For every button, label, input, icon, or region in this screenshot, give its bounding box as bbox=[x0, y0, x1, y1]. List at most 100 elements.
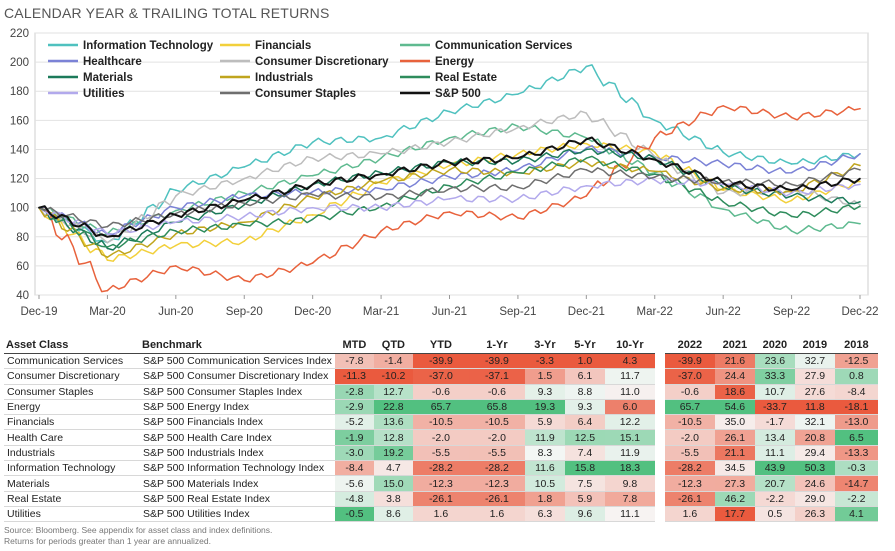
series-point bbox=[106, 233, 109, 235]
series-point bbox=[653, 176, 656, 178]
return-cell: 15.0 bbox=[373, 475, 413, 492]
table-row: Health Care S&P 500 Health Care Index -1.9… bbox=[4, 429, 878, 446]
series-point bbox=[175, 265, 177, 267]
series-point bbox=[517, 169, 519, 171]
asset-class-cell: Financials bbox=[4, 414, 140, 431]
return-cell: 7.4 bbox=[564, 445, 605, 462]
series-point bbox=[106, 225, 109, 228]
series-point bbox=[517, 171, 519, 174]
series-point bbox=[311, 218, 314, 221]
header-gap bbox=[654, 337, 665, 354]
return-cell: 11.9 bbox=[524, 429, 565, 446]
year-return-cell: 27.3 bbox=[714, 475, 755, 492]
legend-item: Information Technology bbox=[48, 40, 214, 52]
series-point bbox=[859, 177, 861, 180]
return-cell: 11.6 bbox=[524, 460, 565, 477]
x-tick-label: Dec-21 bbox=[568, 306, 605, 318]
series-point bbox=[585, 138, 588, 141]
return-cell: -12.3 bbox=[412, 475, 469, 492]
gap-cell bbox=[654, 491, 665, 507]
table-row: Energy S&P 500 Energy Index -2.9 22.8 65.7 65… bbox=[4, 399, 878, 416]
x-tick-label: Sep-21 bbox=[499, 306, 536, 318]
year-return-cell: 11.1 bbox=[754, 445, 795, 462]
series-point bbox=[722, 192, 724, 194]
series-point bbox=[585, 147, 588, 149]
return-cell: 13.6 bbox=[373, 414, 413, 431]
gap-cell bbox=[654, 399, 665, 415]
year-return-cell: 27.6 bbox=[794, 384, 835, 400]
series-point bbox=[175, 209, 177, 212]
table-row: Materials S&P 500 Materials Index -5.6 15.0… bbox=[4, 475, 878, 492]
series-point bbox=[448, 161, 451, 164]
year-return-cell: -2.0 bbox=[664, 429, 715, 446]
x-tick-label: Jun-20 bbox=[158, 306, 193, 318]
series-point bbox=[859, 107, 861, 110]
series-point bbox=[175, 244, 177, 247]
year-return-cell: -37.0 bbox=[664, 368, 715, 385]
series-point bbox=[859, 153, 861, 155]
return-cell: 3.8 bbox=[373, 491, 413, 507]
series-point bbox=[722, 163, 724, 165]
return-cell: -3.0 bbox=[334, 445, 374, 462]
return-cell: -12.3 bbox=[468, 475, 525, 492]
return-cell: 9.3 bbox=[564, 399, 605, 416]
gap-cell bbox=[654, 414, 665, 430]
table-row: Industrials S&P 500 Industrials Index -3.0… bbox=[4, 445, 878, 462]
series-point bbox=[859, 201, 861, 203]
series-point bbox=[653, 151, 656, 154]
series-point bbox=[859, 180, 861, 183]
return-cell: -5.5 bbox=[412, 445, 469, 462]
series-point bbox=[517, 160, 519, 162]
header-10yr: 10-Yr bbox=[604, 337, 655, 354]
series-point bbox=[448, 141, 451, 143]
year-return-cell: 0.5 bbox=[754, 506, 795, 523]
year-return-cell: 4.1 bbox=[834, 506, 878, 523]
series-point bbox=[380, 206, 382, 209]
gap-cell bbox=[654, 460, 665, 476]
year-return-cell: -1.7 bbox=[754, 414, 795, 431]
series-point bbox=[448, 169, 451, 171]
asset-class-cell: Consumer Discretionary bbox=[4, 368, 140, 385]
series-point bbox=[243, 215, 246, 218]
series-point bbox=[311, 183, 314, 186]
legend-label: Consumer Discretionary bbox=[255, 56, 389, 68]
return-cell: -8.4 bbox=[334, 460, 374, 477]
return-cell: 65.7 bbox=[412, 399, 469, 416]
return-cell: 12.2 bbox=[604, 414, 655, 431]
series-point bbox=[106, 241, 109, 244]
source-note: Source: Bloomberg. See appendix for asse… bbox=[4, 525, 272, 547]
asset-class-cell: Energy bbox=[4, 399, 140, 416]
year-return-cell: 24.6 bbox=[794, 475, 835, 492]
year-return-cell: 27.9 bbox=[794, 368, 835, 385]
return-cell: 6.3 bbox=[524, 506, 565, 523]
series-point bbox=[585, 195, 588, 197]
series-group bbox=[38, 142, 861, 262]
header-asset-class: Asset Class bbox=[4, 337, 140, 354]
series-point bbox=[380, 137, 382, 139]
asset-class-cell: Materials bbox=[4, 475, 140, 492]
return-cell: 9.8 bbox=[604, 475, 655, 492]
legend-item: Financials bbox=[220, 40, 311, 52]
year-return-cell: 11.8 bbox=[794, 399, 835, 416]
series-point bbox=[790, 195, 793, 197]
year-return-cell: -10.5 bbox=[664, 414, 715, 431]
return-cell: 1.8 bbox=[524, 491, 565, 507]
year-return-cell: 21.6 bbox=[714, 353, 755, 370]
asset-class-cell: Consumer Staples bbox=[4, 384, 140, 400]
header-benchmark: Benchmark bbox=[140, 337, 335, 354]
returns-table-container: Asset Class Benchmark MTD QTD YTD 1-Yr 3… bbox=[4, 337, 878, 523]
y-tick-label: 160 bbox=[10, 115, 29, 127]
table-body: Communication Services S&P 500 Communicat… bbox=[4, 353, 878, 523]
return-cell: 6.4 bbox=[564, 414, 605, 431]
table-row: Financials S&P 500 Financials Index -5.2 13… bbox=[4, 414, 878, 431]
y-tick-label: 40 bbox=[16, 290, 29, 302]
table-row: Communication Services S&P 500 Communicat… bbox=[4, 353, 878, 370]
series-point bbox=[722, 151, 724, 154]
series-point bbox=[380, 173, 382, 175]
year-return-cell: -0.6 bbox=[664, 384, 715, 400]
year-return-cell: 21.1 bbox=[714, 445, 755, 462]
table-header-row: Asset Class Benchmark MTD QTD YTD 1-Yr 3… bbox=[4, 337, 878, 354]
series-point bbox=[790, 189, 793, 191]
return-cell: 12.7 bbox=[373, 384, 413, 400]
series-point bbox=[653, 171, 656, 174]
